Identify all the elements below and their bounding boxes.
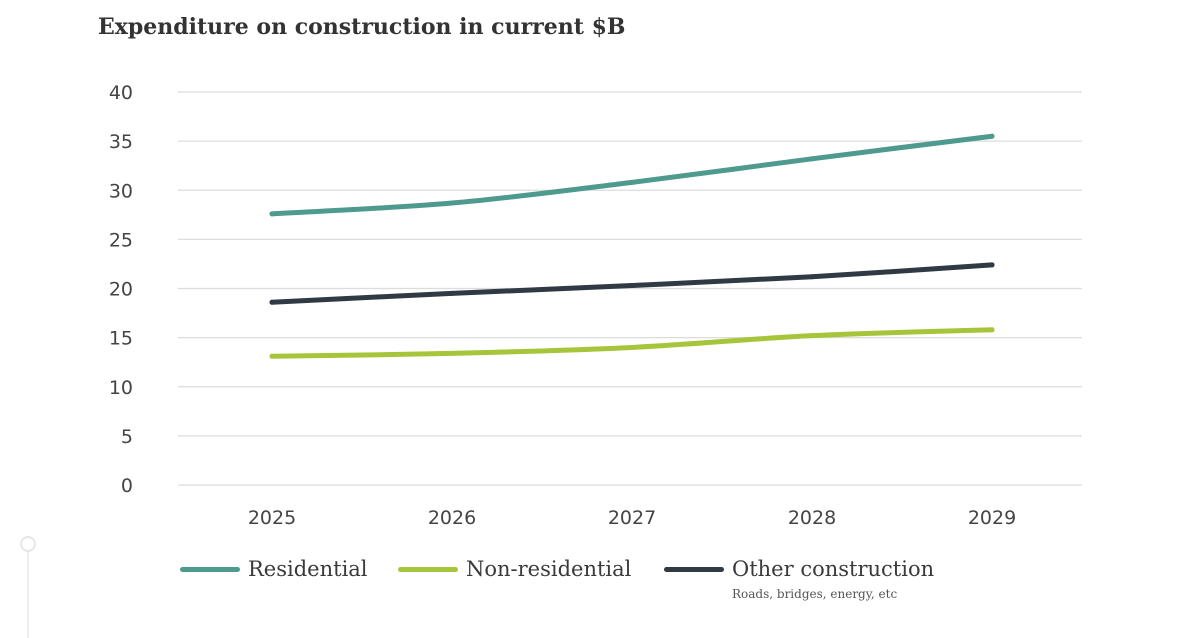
y-tick-label: 0 bbox=[121, 475, 133, 497]
x-tick-label: 2026 bbox=[428, 507, 476, 529]
legend-swatch-non-residential bbox=[398, 567, 458, 572]
y-axis-tick-labels: 0 5 10 15 20 25 30 35 40 bbox=[109, 82, 133, 497]
legend-label-residential: Residential bbox=[248, 557, 368, 581]
y-tick-label: 5 bbox=[121, 426, 133, 448]
scroll-track[interactable] bbox=[27, 552, 29, 638]
data-point[interactable] bbox=[629, 344, 635, 350]
data-point[interactable] bbox=[989, 327, 995, 333]
data-point[interactable] bbox=[449, 200, 455, 206]
x-tick-label: 2029 bbox=[968, 507, 1016, 529]
y-tick-label: 25 bbox=[109, 229, 133, 251]
data-point[interactable] bbox=[449, 290, 455, 296]
series-lines bbox=[269, 133, 995, 359]
data-point[interactable] bbox=[809, 333, 815, 339]
data-point[interactable] bbox=[809, 274, 815, 280]
y-tick-label: 20 bbox=[109, 279, 133, 301]
legend-swatch-other-construction bbox=[664, 567, 724, 572]
x-tick-label: 2027 bbox=[608, 507, 656, 529]
data-point[interactable] bbox=[269, 299, 275, 305]
scroll-handle-icon[interactable] bbox=[20, 536, 36, 552]
x-tick-label: 2025 bbox=[248, 507, 296, 529]
legend-note-other-construction: Roads, bridges, energy, etc bbox=[732, 587, 898, 601]
legend-label-non-residential: Non-residential bbox=[466, 557, 632, 581]
y-tick-label: 30 bbox=[109, 180, 133, 202]
data-point[interactable] bbox=[269, 211, 275, 217]
series-line-non-residential[interactable] bbox=[269, 327, 995, 359]
legend-label-other-construction: Other construction bbox=[732, 557, 935, 581]
y-tick-label: 10 bbox=[109, 377, 133, 399]
data-point[interactable] bbox=[269, 353, 275, 359]
data-point[interactable] bbox=[989, 262, 995, 268]
data-point[interactable] bbox=[629, 179, 635, 185]
series-line-residential[interactable] bbox=[269, 133, 995, 217]
gridlines bbox=[178, 91, 1082, 486]
x-axis-tick-labels: 2025 2026 2027 2028 2029 bbox=[248, 507, 1016, 529]
data-point[interactable] bbox=[989, 133, 995, 139]
y-tick-label: 35 bbox=[109, 131, 133, 153]
y-tick-label: 40 bbox=[109, 82, 133, 104]
data-point[interactable] bbox=[809, 156, 815, 162]
legend-swatch-residential bbox=[180, 567, 240, 572]
y-tick-label: 15 bbox=[109, 328, 133, 350]
data-point[interactable] bbox=[449, 350, 455, 356]
data-point[interactable] bbox=[629, 283, 635, 289]
x-tick-label: 2028 bbox=[788, 507, 836, 529]
chart-title: Expenditure on construction in current $… bbox=[98, 14, 626, 40]
